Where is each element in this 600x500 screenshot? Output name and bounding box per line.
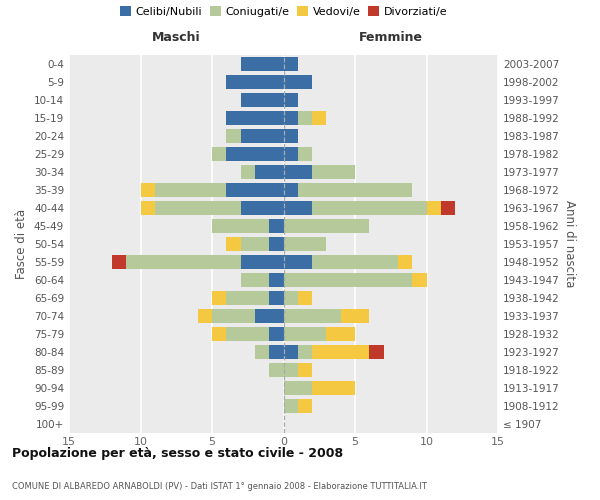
Y-axis label: Fasce di età: Fasce di età (16, 208, 28, 279)
Bar (341, 308, 370, 322)
Bar (226, 290, 269, 304)
Bar (312, 165, 355, 179)
Bar (269, 219, 284, 233)
Bar (284, 290, 298, 304)
Bar (269, 236, 284, 251)
Bar (284, 272, 412, 286)
Bar (212, 219, 269, 233)
Bar (326, 326, 355, 340)
Bar (226, 75, 284, 89)
Bar (284, 398, 298, 412)
Bar (284, 326, 326, 340)
Bar (269, 362, 284, 376)
Bar (126, 254, 241, 268)
Bar (226, 236, 241, 251)
Bar (284, 219, 370, 233)
Bar (241, 129, 284, 143)
Bar (284, 362, 298, 376)
Bar (241, 272, 269, 286)
Bar (241, 93, 284, 107)
Bar (298, 111, 312, 125)
Bar (212, 147, 226, 161)
Bar (284, 236, 326, 251)
Bar (312, 201, 427, 215)
Bar (241, 236, 269, 251)
Bar (226, 183, 284, 197)
Bar (370, 344, 383, 358)
Bar (284, 308, 341, 322)
Bar (284, 57, 298, 71)
Text: COMUNE DI ALBAREDO ARNABOLDI (PV) - Dati ISTAT 1° gennaio 2008 - Elaborazione TU: COMUNE DI ALBAREDO ARNABOLDI (PV) - Dati… (12, 482, 427, 491)
Bar (112, 254, 126, 268)
Bar (155, 183, 226, 197)
Bar (284, 201, 312, 215)
Bar (269, 272, 284, 286)
Bar (140, 183, 155, 197)
Bar (212, 308, 255, 322)
Bar (312, 380, 355, 394)
Text: Femmine: Femmine (359, 31, 423, 44)
Bar (412, 272, 427, 286)
Bar (284, 129, 298, 143)
Bar (298, 344, 312, 358)
Bar (312, 344, 370, 358)
Bar (284, 380, 312, 394)
Bar (255, 308, 284, 322)
Bar (298, 398, 312, 412)
Bar (284, 254, 312, 268)
Bar (427, 201, 441, 215)
Bar (269, 326, 284, 340)
Bar (312, 111, 326, 125)
Bar (284, 93, 298, 107)
Bar (226, 147, 284, 161)
Bar (212, 290, 226, 304)
Bar (226, 129, 241, 143)
Bar (226, 326, 269, 340)
Bar (298, 362, 312, 376)
Bar (212, 326, 226, 340)
Bar (255, 344, 269, 358)
Bar (269, 344, 284, 358)
Text: Popolazione per età, sesso e stato civile - 2008: Popolazione per età, sesso e stato civil… (12, 448, 343, 460)
Bar (284, 147, 298, 161)
Bar (241, 254, 284, 268)
Bar (284, 344, 298, 358)
Bar (284, 183, 298, 197)
Bar (398, 254, 412, 268)
Bar (298, 183, 412, 197)
Bar (255, 165, 284, 179)
Legend: Celibi/Nubili, Coniugati/e, Vedovi/e, Divorziati/e: Celibi/Nubili, Coniugati/e, Vedovi/e, Di… (115, 2, 452, 21)
Bar (155, 201, 241, 215)
Bar (198, 308, 212, 322)
Bar (298, 147, 312, 161)
Y-axis label: Anni di nascita: Anni di nascita (563, 200, 576, 288)
Bar (241, 165, 255, 179)
Bar (284, 111, 298, 125)
Bar (312, 254, 398, 268)
Bar (284, 75, 312, 89)
Bar (284, 165, 312, 179)
Bar (140, 201, 155, 215)
Bar (269, 290, 284, 304)
Bar (241, 57, 284, 71)
Bar (226, 111, 284, 125)
Bar (441, 201, 455, 215)
Bar (298, 290, 312, 304)
Bar (241, 201, 284, 215)
Text: Maschi: Maschi (152, 31, 200, 44)
